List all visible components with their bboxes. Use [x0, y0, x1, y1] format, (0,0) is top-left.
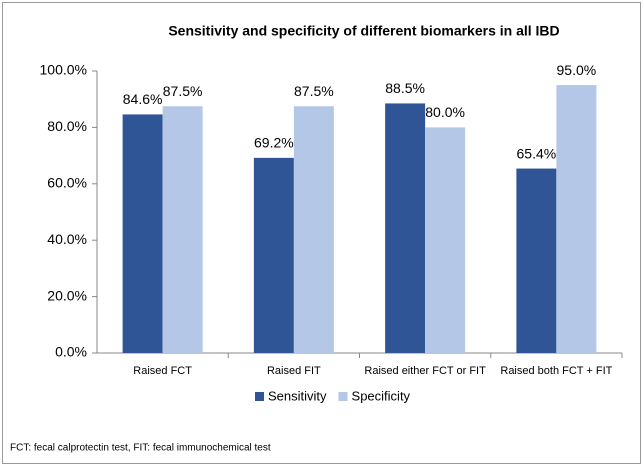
bar [162, 106, 203, 353]
bar [293, 106, 334, 353]
bar [425, 127, 466, 354]
value-label: 87.5% [163, 83, 203, 99]
value-label: 84.6% [123, 91, 163, 107]
value-label: 88.5% [385, 80, 425, 96]
chart-title: Sensitivity and specificity of different… [168, 23, 559, 39]
bar [253, 157, 294, 353]
y-tick-label: 20.0% [47, 287, 87, 303]
x-tick-label: Raised FCT [133, 365, 192, 377]
legend-label: Sensitivity [268, 388, 327, 403]
value-label: 95.0% [557, 62, 597, 78]
x-tick-label: Raised both FCT + FIT [500, 365, 612, 377]
bar [122, 114, 163, 353]
x-tick-label: Raised either FCT or FIT [364, 365, 486, 377]
x-tick-label: Raised FIT [267, 365, 321, 377]
y-tick-label: 0.0% [55, 344, 87, 360]
bar [556, 85, 597, 353]
y-tick-label: 100.0% [40, 62, 87, 78]
legend-label: Specificity [352, 388, 411, 403]
legend-swatch [255, 392, 264, 401]
value-label: 80.0% [425, 104, 465, 120]
footnote: FCT: fecal calprotectin test, FIT: fecal… [10, 443, 271, 454]
y-tick-label: 60.0% [47, 175, 87, 191]
legend-swatch [338, 392, 348, 401]
y-tick-label: 80.0% [47, 118, 87, 134]
value-label: 65.4% [517, 145, 557, 161]
value-label: 87.5% [294, 83, 334, 99]
bar [516, 168, 557, 353]
value-label: 69.2% [254, 135, 294, 151]
y-tick-label: 40.0% [47, 231, 87, 247]
bar [385, 103, 426, 354]
